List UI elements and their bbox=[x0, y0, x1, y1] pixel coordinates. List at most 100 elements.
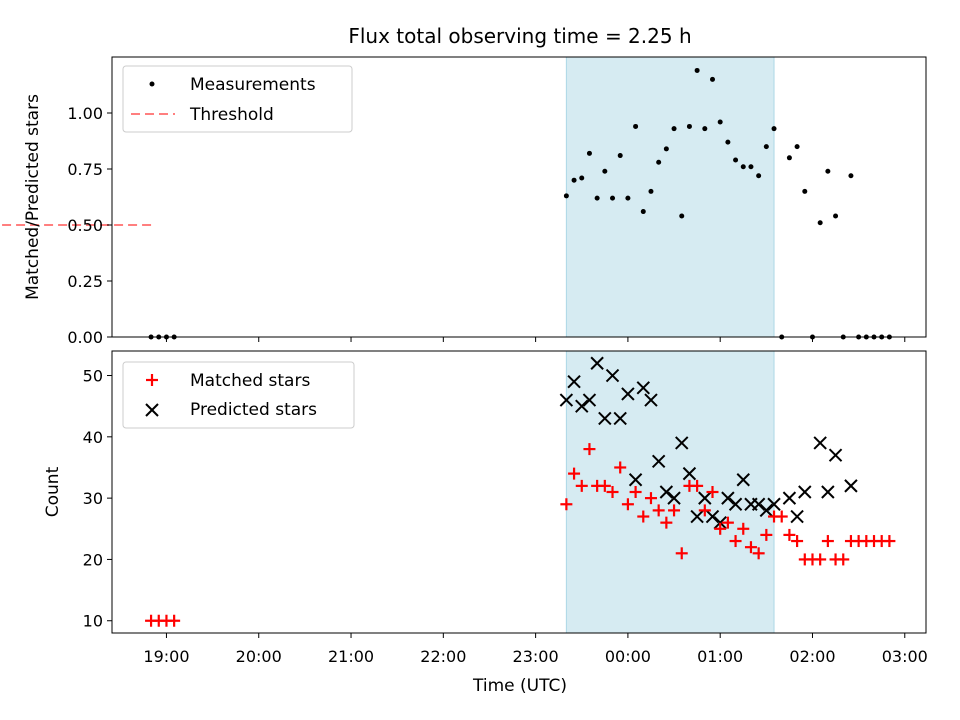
predicted-point bbox=[690, 509, 704, 524]
measurement-point bbox=[710, 76, 716, 82]
predicted-point bbox=[759, 503, 774, 518]
ratio-panel: 0.00 0.25 0.50 0.75 1.00 Matched/Predicted s… bbox=[0, 56, 927, 347]
matched-point bbox=[883, 535, 896, 548]
measurement-point bbox=[648, 188, 654, 194]
y-tick-label: 40 bbox=[83, 428, 103, 447]
matched-point bbox=[644, 492, 657, 505]
predicted-point bbox=[621, 387, 635, 401]
count-shaded-span bbox=[565, 350, 775, 634]
matched-point bbox=[821, 535, 834, 548]
matched-point bbox=[560, 498, 573, 511]
measurement-point bbox=[740, 164, 746, 170]
measurement-point bbox=[663, 146, 669, 152]
x-tick-label: 21:00 bbox=[328, 647, 374, 666]
measurement-point bbox=[563, 193, 569, 199]
measurement-point bbox=[656, 159, 662, 165]
predicted-point bbox=[728, 497, 743, 511]
ratio-x-ticks bbox=[165, 337, 906, 342]
predicted-point bbox=[659, 485, 674, 499]
measurement-point bbox=[771, 126, 777, 132]
x-tick-label: 23:00 bbox=[513, 647, 559, 666]
ratio-axes-frame bbox=[111, 56, 927, 338]
x-tick-label: 01:00 bbox=[697, 647, 743, 666]
x-tick-label: 22:00 bbox=[420, 647, 466, 666]
predicted-point bbox=[598, 411, 612, 426]
legend-threshold-label: Threshold bbox=[189, 105, 274, 125]
legend-measurements-label: Measurements bbox=[190, 75, 316, 95]
matched-point bbox=[668, 504, 681, 517]
predicted-point bbox=[751, 497, 766, 511]
ratio-shaded-span bbox=[565, 56, 775, 338]
matched-point bbox=[621, 498, 634, 511]
measurement-point bbox=[617, 153, 623, 159]
matched-point bbox=[583, 443, 596, 456]
x-tick-label: 20:00 bbox=[236, 647, 282, 666]
measurement-point bbox=[671, 126, 677, 132]
matched-point bbox=[752, 547, 765, 560]
measurement-point bbox=[817, 220, 823, 226]
measurement-point bbox=[586, 150, 592, 156]
predicted-point bbox=[651, 454, 666, 469]
measurement-point bbox=[571, 177, 577, 183]
predicted-point bbox=[821, 485, 835, 499]
measurement-point bbox=[702, 126, 708, 132]
measurement-point bbox=[794, 144, 800, 150]
x-tick-label: 19:00 bbox=[143, 647, 189, 666]
measurement-point bbox=[763, 144, 769, 150]
measurement-point bbox=[594, 195, 600, 201]
measurement-point bbox=[686, 123, 692, 129]
predicted-point bbox=[605, 368, 620, 383]
measurement-point bbox=[833, 213, 839, 219]
measurement-point bbox=[694, 67, 700, 73]
predicted-point bbox=[613, 411, 627, 426]
count-y-ticks: 10 20 30 40 50 bbox=[83, 367, 112, 631]
matched-point bbox=[575, 479, 588, 492]
x-axis-label: Time (UTC) bbox=[472, 676, 567, 696]
x-tick-label: 00:00 bbox=[605, 647, 651, 666]
matched-point bbox=[606, 486, 619, 498]
matched-point bbox=[660, 516, 673, 529]
measurement-point bbox=[786, 155, 792, 161]
matched-point bbox=[598, 479, 611, 492]
matched-point bbox=[168, 614, 181, 627]
measurement-point bbox=[725, 139, 731, 145]
predicted-points bbox=[559, 356, 858, 530]
count-legend: Matched stars Predicted stars bbox=[122, 361, 355, 429]
predicted-point bbox=[582, 393, 597, 407]
matched-point bbox=[629, 486, 642, 498]
measurement-point bbox=[825, 168, 831, 174]
predicted-point bbox=[682, 466, 697, 481]
matched-point bbox=[698, 504, 711, 517]
legend-measurements-marker bbox=[149, 81, 155, 87]
measurement-point bbox=[848, 173, 854, 179]
ratio-legend: Measurements Threshold bbox=[122, 65, 353, 133]
count-panel: 10 20 30 40 50 19:00 20:00 21:00 22:00 23:00 00:0… bbox=[43, 350, 928, 696]
matched-point bbox=[568, 467, 581, 480]
y-tick-label: 0.50 bbox=[67, 216, 103, 235]
legend-matched-marker bbox=[146, 374, 158, 386]
count-x-ticks: 19:00 20:00 21:00 22:00 23:00 00:00 01:00 02:00… bbox=[143, 633, 928, 666]
matched-point bbox=[714, 522, 727, 535]
predicted-point bbox=[628, 473, 643, 487]
legend-predicted-marker bbox=[145, 403, 159, 417]
measurement-point bbox=[633, 123, 639, 129]
predicted-point bbox=[567, 374, 581, 389]
y-tick-label: 30 bbox=[83, 489, 103, 508]
y-tick-label: 10 bbox=[83, 612, 103, 631]
predicted-point bbox=[844, 479, 858, 493]
y-tick-label: 1.00 bbox=[67, 104, 103, 123]
predicted-point bbox=[782, 491, 797, 505]
legend-matched-label: Matched stars bbox=[190, 371, 310, 391]
matched-point bbox=[737, 522, 750, 535]
y-tick-label: 0.00 bbox=[67, 328, 103, 347]
predicted-point bbox=[705, 509, 720, 524]
measurement-point bbox=[610, 195, 616, 201]
measurement-point bbox=[679, 213, 685, 219]
chart-title: Flux total observing time = 2.25 h bbox=[348, 24, 691, 48]
predicted-point bbox=[644, 393, 658, 407]
predicted-point bbox=[813, 436, 827, 450]
matched-point bbox=[691, 479, 704, 492]
predicted-point bbox=[721, 491, 735, 505]
matched-point bbox=[637, 510, 650, 523]
